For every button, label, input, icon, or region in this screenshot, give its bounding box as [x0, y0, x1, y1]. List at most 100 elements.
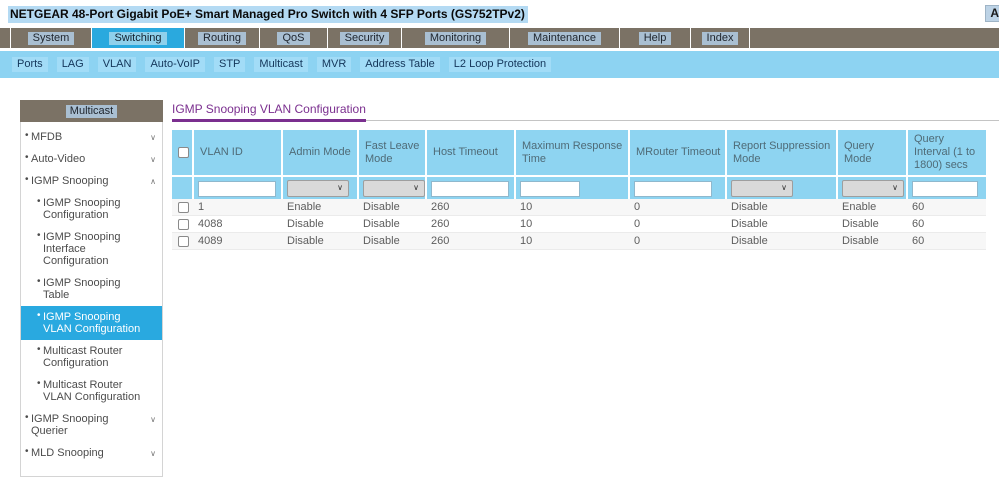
sidebar-item-multicast-router-configuration[interactable]: • Multicast Router Configuration — [21, 340, 162, 374]
sidebar-item-mld-snooping[interactable]: • MLD Snooping ∨ — [21, 442, 162, 464]
subnav-item-stp[interactable]: STP — [214, 57, 246, 72]
cell-host-timeout: 260 — [425, 233, 514, 250]
filter-input-maximum-response-time[interactable] — [520, 181, 580, 197]
tab-label: Security — [339, 31, 390, 45]
sidebar-item-igmp-snooping-configuration[interactable]: • IGMP Snooping Configuration — [21, 192, 162, 226]
tab-label: Routing — [198, 31, 246, 45]
table-header-row: VLAN ID Admin Mode Fast Leave Mode Host Tim… — [172, 130, 986, 175]
sidebar-item-mfdb[interactable]: • MFDB ∨ — [21, 126, 162, 148]
bullet-icon: • — [37, 196, 41, 207]
chevron-down-icon: ∨ — [150, 155, 156, 164]
tab-label: System — [27, 31, 75, 45]
filter-cell-query-mode: ∨ — [836, 175, 906, 199]
subnav-item-lag[interactable]: LAG — [56, 57, 89, 72]
cell-vlan-id: 1 — [192, 199, 281, 216]
filter-cell-query-interval-1-to-1800-secs — [906, 175, 986, 199]
bullet-icon: • — [25, 152, 29, 163]
sidebar-item-igmp-snooping-querier[interactable]: • IGMP Snooping Querier ∨ — [21, 408, 162, 442]
tab-label: Index — [701, 31, 739, 45]
device-title: NETGEAR 48-Port Gigabit PoE+ Smart Manag… — [8, 6, 528, 23]
filter-input-query-interval-1-to-1800-secs[interactable] — [912, 181, 978, 197]
sidebar-item-label: Auto-Video — [31, 153, 86, 165]
subnav-item-l2-loop-protection[interactable]: L2 Loop Protection — [448, 57, 552, 72]
page-title-rule: IGMP Snooping VLAN Configuration — [172, 100, 999, 122]
subnav-item-mvr[interactable]: MVR — [316, 57, 352, 72]
filter-cell-fast-leave-mode: ∨ — [357, 175, 425, 199]
tab-system[interactable]: System — [10, 28, 91, 48]
chevron-down-icon: ∨ — [150, 133, 156, 142]
header-cell-mrouter-timeout: MRouter Timeout — [628, 130, 725, 175]
subnav-item-multicast[interactable]: Multicast — [254, 57, 308, 72]
filter-select-admin-mode[interactable]: ∨ — [287, 179, 349, 197]
chevron-down-icon: ∨ — [892, 182, 898, 192]
filter-select-query-mode[interactable]: ∨ — [842, 179, 904, 197]
filter-checkbox-cell — [172, 175, 192, 199]
truncated-top-right-link[interactable]: A — [985, 5, 999, 22]
cell-fast-leave-mode: Disable — [357, 216, 425, 233]
cell-fast-leave-mode: Disable — [357, 233, 425, 250]
sidebar-item-label: IGMP Snooping VLAN Configuration — [43, 311, 141, 335]
select-all-checkbox[interactable] — [177, 146, 189, 158]
cell-host-timeout: 260 — [425, 216, 514, 233]
tab-monitoring[interactable]: Monitoring — [401, 28, 509, 48]
tab-label: Monitoring — [424, 31, 487, 45]
filter-cell-mrouter-timeout — [628, 175, 725, 199]
chevron-down-icon: ∨ — [781, 182, 787, 192]
sidebar-item-label: Multicast Router Configuration — [43, 345, 123, 369]
tab-security[interactable]: Security — [327, 28, 401, 48]
sidebar-item-auto-video[interactable]: • Auto-Video ∨ — [21, 148, 162, 170]
sidebar-item-igmp-snooping-vlan-configuration[interactable]: • IGMP Snooping VLAN Configuration — [21, 306, 162, 340]
filter-select-report-suppression-mode[interactable]: ∨ — [731, 179, 793, 197]
table-row: 4089 Disable Disable 260 10 0 Disable Disable 60 — [172, 233, 986, 250]
subnav-item-ports[interactable]: Ports — [12, 57, 48, 72]
cell-admin-mode: Enable — [281, 199, 357, 216]
header-cell-fast-leave-mode: Fast Leave Mode — [357, 130, 425, 175]
page-title: IGMP Snooping VLAN Configuration — [172, 102, 366, 122]
tab-qos[interactable]: QoS — [259, 28, 327, 48]
header-cell-report-suppression-mode: Report Suppression Mode — [725, 130, 836, 175]
subnav-item-vlan[interactable]: VLAN — [97, 57, 137, 72]
cell-vlan-id: 4088 — [192, 216, 281, 233]
row-checkbox-cell — [172, 216, 192, 233]
subnav-item-auto-voip[interactable]: Auto-VoIP — [145, 57, 205, 72]
tab-index[interactable]: Index — [690, 28, 750, 48]
row-checkbox[interactable] — [177, 201, 189, 213]
filter-input-vlan-id[interactable] — [198, 181, 276, 197]
cell-admin-mode: Disable — [281, 233, 357, 250]
filter-cell-report-suppression-mode: ∨ — [725, 175, 836, 199]
header-cell-maximum-response-time: Maximum Response Time — [514, 130, 628, 175]
sidebar-item-label: IGMP Snooping Configuration — [43, 197, 121, 221]
sidebar-item-igmp-snooping-table[interactable]: • IGMP Snooping Table — [21, 272, 162, 306]
cell-report-suppression-mode: Disable — [725, 233, 836, 250]
bullet-icon: • — [37, 344, 41, 355]
subnav-item-address-table[interactable]: Address Table — [360, 57, 440, 72]
sidebar-item-igmp-snooping-interface-configuration[interactable]: • IGMP Snooping Interface Configuration — [21, 226, 162, 272]
main-content: IGMP Snooping VLAN Configuration VLAN ID… — [172, 100, 999, 250]
tab-help[interactable]: Help — [619, 28, 690, 48]
cell-mrouter-timeout: 0 — [628, 233, 725, 250]
tab-routing[interactable]: Routing — [184, 28, 259, 48]
row-checkbox[interactable] — [177, 218, 189, 230]
cell-maximum-response-time: 10 — [514, 216, 628, 233]
bullet-icon: • — [37, 276, 41, 287]
filter-cell-admin-mode: ∨ — [281, 175, 357, 199]
row-checkbox-cell — [172, 199, 192, 216]
bullet-icon: • — [37, 310, 41, 321]
filter-input-host-timeout[interactable] — [431, 181, 509, 197]
chevron-up-icon: ∧ — [150, 177, 156, 186]
filter-select-fast-leave-mode[interactable]: ∨ — [363, 179, 425, 197]
tab-label: Maintenance — [528, 31, 601, 45]
header-cell-query-interval-1-to-1800-secs: Query Interval (1 to 1800) secs — [906, 130, 986, 175]
sidebar-item-igmp-snooping[interactable]: • IGMP Snooping ∧ — [21, 170, 162, 192]
bullet-icon: • — [25, 446, 29, 457]
filter-input-mrouter-timeout[interactable] — [634, 181, 712, 197]
header-cell-host-timeout: Host Timeout — [425, 130, 514, 175]
header-cell-query-mode: Query Mode — [836, 130, 906, 175]
row-checkbox[interactable] — [177, 235, 189, 247]
tab-switching[interactable]: Switching — [91, 28, 184, 48]
title-bar: NETGEAR 48-Port Gigabit PoE+ Smart Manag… — [0, 0, 999, 28]
sidebar-item-multicast-router-vlan-configuration[interactable]: • Multicast Router VLAN Configuration — [21, 374, 162, 408]
tab-maintenance[interactable]: Maintenance — [509, 28, 619, 48]
bullet-icon: • — [37, 378, 41, 389]
